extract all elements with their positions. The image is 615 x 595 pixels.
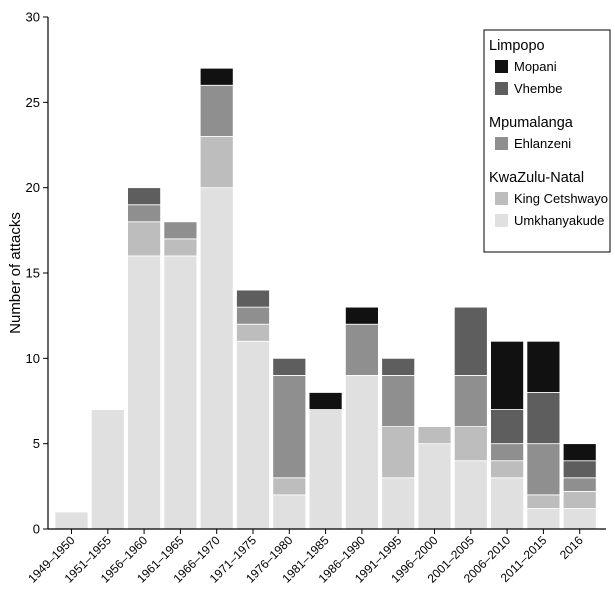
y-tick-label: 0 bbox=[33, 522, 40, 537]
bar-segment-vhembe bbox=[562, 460, 597, 479]
legend-swatch bbox=[495, 137, 508, 150]
bar-segment-umkhanyakude bbox=[526, 508, 561, 530]
bar-segment-umkhanyakude bbox=[163, 255, 198, 530]
bar-segment-ehlanzeni bbox=[562, 477, 597, 492]
bar-segment-king-cetshwayo bbox=[490, 460, 525, 479]
bar-segment-umkhanyakude bbox=[127, 255, 161, 530]
bar-segment-vhembe bbox=[526, 392, 561, 445]
y-tick-label: 10 bbox=[26, 351, 40, 366]
bar-segment-ehlanzeni bbox=[127, 204, 161, 223]
bar-segment-ehlanzeni bbox=[344, 323, 379, 376]
legend-item-label: Mopani bbox=[514, 59, 557, 74]
bar-segment-ehlanzeni bbox=[272, 374, 307, 479]
bar-segment-umkhanyakude bbox=[381, 477, 416, 530]
bar-segment-king-cetshwayo bbox=[236, 323, 270, 342]
bar-segment-mopani bbox=[562, 443, 597, 462]
bar-segment-king-cetshwayo bbox=[417, 426, 452, 445]
legend-swatch bbox=[495, 60, 508, 73]
legend-group-title: Mpumalanga bbox=[489, 115, 574, 131]
bar-segment-vhembe bbox=[453, 306, 488, 376]
bar-segment-ehlanzeni bbox=[526, 443, 561, 496]
bar-segment-king-cetshwayo bbox=[127, 221, 161, 257]
legend-swatch bbox=[495, 82, 508, 95]
bar-segment-umkhanyakude bbox=[236, 340, 270, 530]
legend: Limpopo Mopani Vhembe Mpumalanga Ehlanzeni Kw… bbox=[483, 29, 611, 253]
y-tick-label: 15 bbox=[26, 266, 40, 281]
bar-segment-mopani bbox=[490, 340, 525, 410]
bar-segment-ehlanzeni bbox=[490, 443, 525, 462]
bar-segment-umkhanyakude bbox=[453, 460, 488, 530]
bar-segment-king-cetshwayo bbox=[381, 426, 416, 479]
bar-segment-umkhanyakude bbox=[562, 508, 597, 530]
legend-item-label: Umkhanyakude bbox=[514, 213, 604, 228]
legend-group-title: KwaZulu-Natal bbox=[489, 170, 584, 186]
bar-segment-mopani bbox=[199, 67, 234, 86]
bar-segment-king-cetshwayo bbox=[199, 136, 234, 189]
bar-segment-king-cetshwayo bbox=[163, 238, 198, 257]
bar-segment-mopani bbox=[526, 340, 561, 393]
y-tick-label: 25 bbox=[26, 95, 40, 110]
legend-group-title: Limpopo bbox=[489, 38, 545, 54]
legend-swatch bbox=[495, 192, 508, 205]
y-axis-label: Number of attacks bbox=[7, 212, 24, 334]
legend-item-label: Vhembe bbox=[514, 81, 562, 96]
x-tick-label: 2016 bbox=[557, 533, 586, 562]
bar-segment-ehlanzeni bbox=[453, 374, 488, 427]
bar-segment-king-cetshwayo bbox=[272, 477, 307, 496]
bar-segment-ehlanzeni bbox=[163, 221, 198, 240]
bar-segment-king-cetshwayo bbox=[453, 426, 488, 462]
bar-segment-mopani bbox=[344, 306, 379, 325]
bar-segment-vhembe bbox=[236, 289, 270, 308]
y-tick-label: 20 bbox=[26, 180, 40, 195]
bar-segment-umkhanyakude bbox=[490, 477, 525, 530]
bar-segment-umkhanyakude bbox=[417, 443, 452, 530]
bar-segment-vhembe bbox=[381, 357, 416, 376]
bar-segment-umkhanyakude bbox=[308, 409, 343, 530]
bar-segment-king-cetshwayo bbox=[562, 491, 597, 509]
bar-segment-umkhanyakude bbox=[344, 374, 379, 530]
legend-item-label: King Cetshwayo bbox=[514, 191, 608, 206]
bar-segment-umkhanyakude bbox=[90, 409, 125, 530]
y-tick-label: 5 bbox=[33, 436, 40, 451]
bar-segment-vhembe bbox=[272, 357, 307, 376]
bars-layer bbox=[54, 67, 597, 530]
legend-swatch bbox=[495, 214, 508, 227]
bar-segment-king-cetshwayo bbox=[526, 494, 561, 509]
bar-segment-mopani bbox=[308, 392, 343, 410]
legend-item-label: Ehlanzeni bbox=[514, 136, 571, 151]
bar-segment-ehlanzeni bbox=[199, 84, 234, 137]
bar-segment-umkhanyakude bbox=[272, 494, 307, 530]
bar-segment-ehlanzeni bbox=[381, 374, 416, 427]
bar-segment-umkhanyakude bbox=[199, 187, 234, 530]
y-tick-label: 30 bbox=[26, 10, 40, 25]
bar-segment-vhembe bbox=[490, 409, 525, 445]
bar-segment-ehlanzeni bbox=[236, 306, 270, 325]
bar-segment-vhembe bbox=[127, 187, 161, 206]
bar-segment-umkhanyakude bbox=[54, 511, 89, 530]
